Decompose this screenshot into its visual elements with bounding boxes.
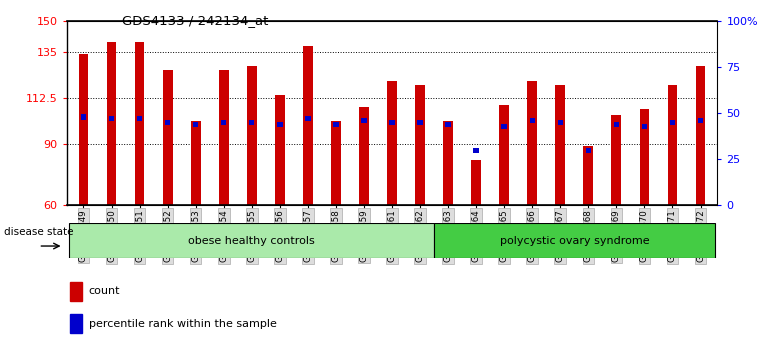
Bar bbox=[640, 109, 649, 205]
Bar bbox=[137, 116, 142, 121]
Bar bbox=[221, 120, 227, 125]
Bar bbox=[247, 66, 256, 205]
Bar bbox=[612, 115, 621, 205]
Bar bbox=[434, 223, 714, 258]
Bar bbox=[361, 118, 367, 123]
Text: count: count bbox=[89, 286, 120, 296]
Bar bbox=[277, 122, 282, 127]
Bar bbox=[443, 121, 453, 205]
Bar bbox=[670, 120, 675, 125]
Bar bbox=[165, 120, 170, 125]
Bar bbox=[275, 95, 285, 205]
Bar bbox=[390, 120, 394, 125]
Bar bbox=[529, 118, 535, 123]
Bar bbox=[163, 70, 172, 205]
Bar bbox=[474, 148, 479, 153]
Bar bbox=[333, 122, 339, 127]
Bar bbox=[107, 42, 117, 205]
Bar bbox=[557, 120, 563, 125]
Bar bbox=[583, 146, 593, 205]
Text: obese healthy controls: obese healthy controls bbox=[188, 236, 315, 246]
Bar bbox=[193, 122, 198, 127]
Bar bbox=[331, 121, 341, 205]
Bar bbox=[191, 121, 201, 205]
Bar bbox=[249, 120, 255, 125]
Text: disease state: disease state bbox=[4, 227, 74, 237]
Bar bbox=[359, 107, 368, 205]
Bar bbox=[499, 105, 509, 205]
Bar bbox=[471, 160, 481, 205]
Bar bbox=[698, 118, 703, 123]
Text: GDS4133 / 242134_at: GDS4133 / 242134_at bbox=[122, 14, 268, 27]
Bar bbox=[695, 66, 706, 205]
Bar bbox=[387, 81, 397, 205]
Bar bbox=[303, 46, 313, 205]
Bar bbox=[305, 116, 310, 121]
Bar bbox=[70, 314, 82, 333]
Text: polycystic ovary syndrome: polycystic ovary syndrome bbox=[499, 236, 649, 246]
Bar bbox=[445, 122, 451, 127]
Bar bbox=[81, 114, 86, 120]
Bar bbox=[528, 81, 537, 205]
Text: percentile rank within the sample: percentile rank within the sample bbox=[89, 319, 277, 329]
Bar bbox=[416, 85, 425, 205]
Bar bbox=[642, 124, 647, 129]
Bar bbox=[70, 282, 82, 301]
Bar bbox=[555, 85, 565, 205]
Bar bbox=[417, 120, 423, 125]
Bar bbox=[70, 223, 434, 258]
Bar bbox=[667, 85, 677, 205]
Bar bbox=[78, 54, 89, 205]
Bar bbox=[109, 116, 114, 121]
Bar bbox=[502, 124, 507, 129]
Bar bbox=[614, 122, 619, 127]
Bar bbox=[135, 42, 144, 205]
Bar bbox=[219, 70, 229, 205]
Bar bbox=[586, 148, 591, 153]
